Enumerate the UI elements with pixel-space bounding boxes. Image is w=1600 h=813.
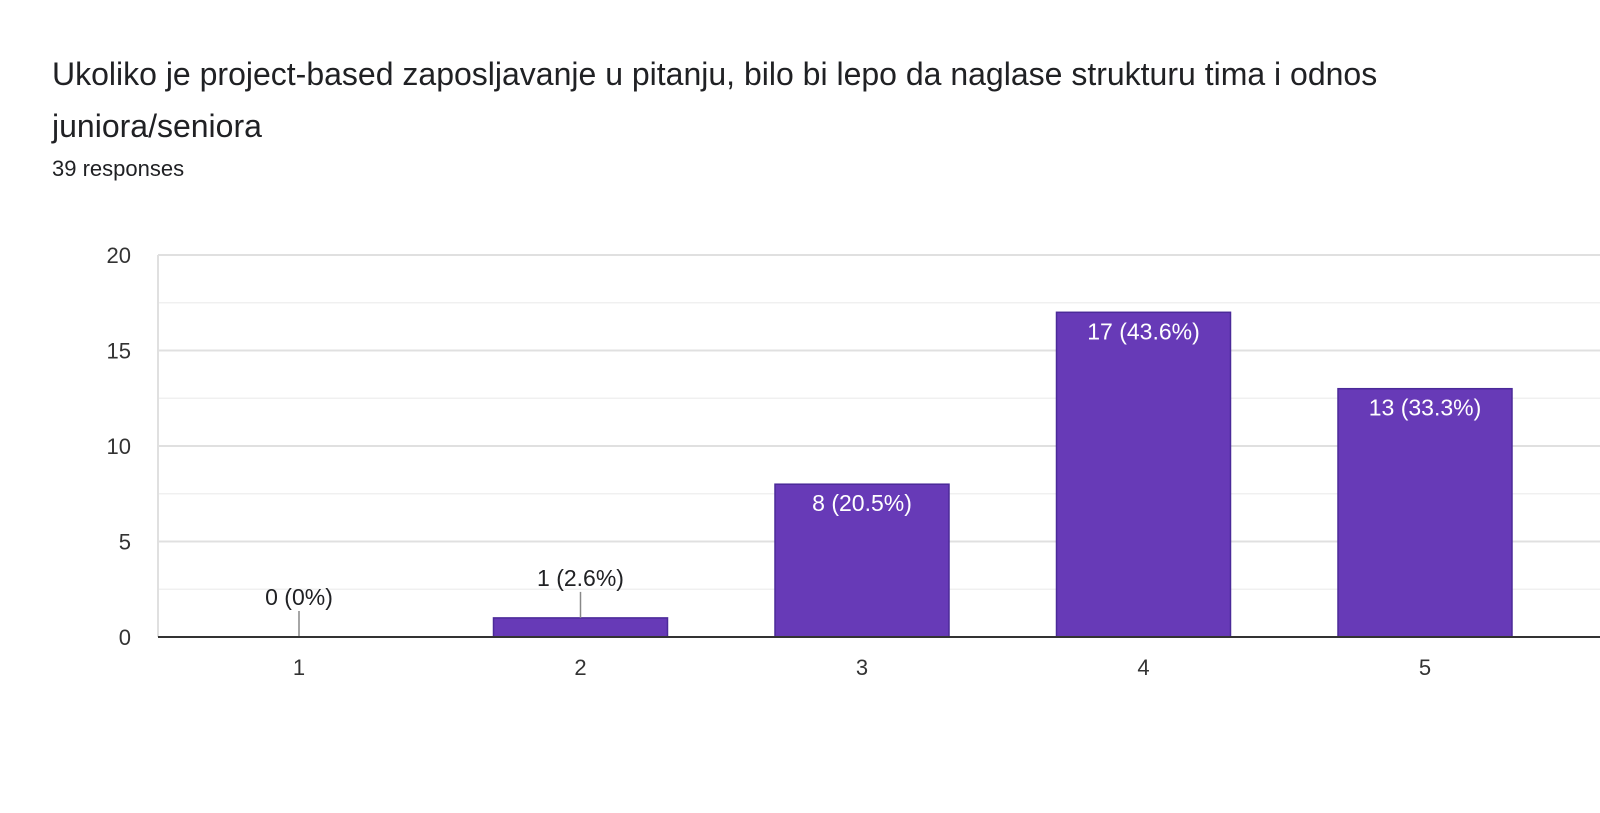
data-label-4: 17 (43.6%) [1087, 318, 1200, 344]
y-tick-label: 5 [119, 530, 131, 555]
x-tick-label: 1 [293, 655, 305, 680]
data-label-1: 0 (0%) [265, 584, 333, 610]
bar-3 [774, 483, 950, 638]
data-label-5: 13 (33.3%) [1369, 395, 1482, 421]
y-tick-label: 15 [107, 339, 131, 364]
data-label-3: 8 (20.5%) [812, 490, 912, 516]
bar-4 [1055, 311, 1232, 638]
bar-2 [492, 617, 669, 638]
y-tick-label: 0 [119, 625, 131, 650]
x-tick-label: 3 [856, 655, 868, 680]
question-title: Ukoliko je project-based zaposljavanje u… [52, 56, 1378, 144]
x-tick-label: 2 [574, 655, 586, 680]
response-count: 39 responses [52, 156, 185, 181]
x-tick-label: 5 [1419, 655, 1431, 680]
bar-5 [1337, 387, 1513, 638]
y-tick-label: 20 [107, 243, 131, 268]
x-tick-label: 4 [1137, 655, 1149, 680]
y-tick-label: 10 [107, 434, 131, 459]
data-label-2: 1 (2.6%) [537, 565, 624, 591]
